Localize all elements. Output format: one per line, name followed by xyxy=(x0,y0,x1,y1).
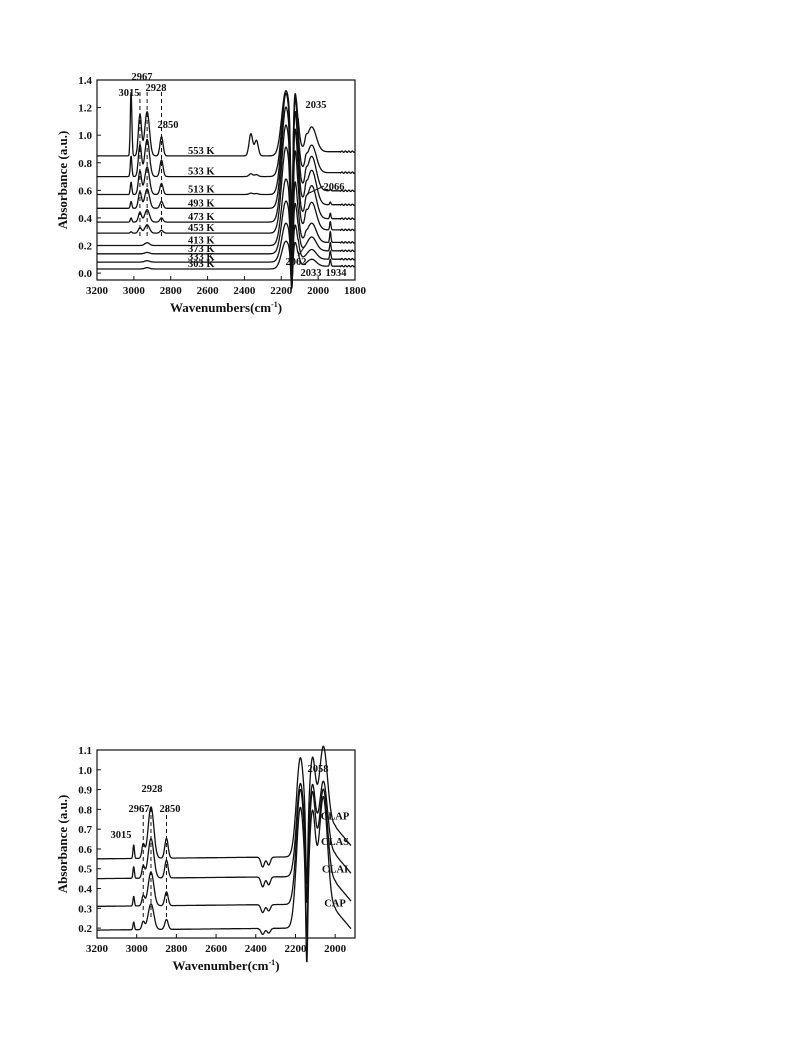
top-peak-annotation: 2062 xyxy=(286,257,307,268)
bottom-x-tick-label: 2400 xyxy=(245,943,268,955)
bottom-x-axis-unit-sup: -1 xyxy=(269,958,276,967)
top-series-line-413-k xyxy=(96,178,356,289)
top-x-tick-label: 2400 xyxy=(233,285,256,297)
top-y-tick-label: 1.4 xyxy=(78,75,92,87)
bottom-series-label: CLAS xyxy=(321,837,349,848)
top-plot-frame xyxy=(96,79,356,281)
bottom-y-tick-label: 0.8 xyxy=(78,804,92,816)
top-series-label: 493 K xyxy=(188,198,215,209)
top-y-tick-label: 1.0 xyxy=(78,130,92,142)
top-peak-annotation: 1934 xyxy=(326,268,348,279)
bottom-y-tick-label: 0.4 xyxy=(78,884,92,896)
top-x-axis-title: Wavenumbers(cm-1) xyxy=(170,300,282,315)
top-x-tick-label: 2800 xyxy=(160,285,183,297)
top-x-tick-label: 2600 xyxy=(197,285,220,297)
bottom-y-tick-label: 0.6 xyxy=(78,844,92,856)
top-x-axis-unit: (cm xyxy=(250,300,271,315)
top-series-line-533-k xyxy=(96,92,356,226)
top-series-line-333-k xyxy=(96,222,356,287)
top-peak-annotation: 2033 xyxy=(301,268,322,279)
bottom-y-axis-title: Absorbance (a.u.) xyxy=(55,795,70,894)
top-annotation-pointer xyxy=(297,245,306,257)
top-series-label: 533 K xyxy=(188,167,215,178)
top-x-axis-unit-sup: -1 xyxy=(271,300,278,309)
top-x-tick-label: 1800 xyxy=(344,285,367,297)
top-peak-annotation: 2035 xyxy=(306,100,327,111)
top-x-axis-title-main: Wavenumbers xyxy=(170,300,250,315)
top-y-tick-label: 0.2 xyxy=(78,241,92,253)
bottom-x-axis-title: Wavenumber(cm-1) xyxy=(172,958,279,973)
top-series-label: 413 K xyxy=(188,236,215,247)
top-x-tick-label: 3200 xyxy=(86,285,109,297)
bottom-y-tick-label: 0.9 xyxy=(78,785,92,797)
top-series-line-453-k xyxy=(96,146,356,286)
top-annotation-pointer xyxy=(306,185,325,195)
top-peak-annotation: 2928 xyxy=(146,83,167,94)
bottom-y-tick-label: 1.0 xyxy=(78,765,92,777)
ftir-temperature-chart: 3200 3000 2800 2600 2400 2200 2000 1800 0.0 0.2 0.… xyxy=(0,0,793,330)
top-series-label: 513 K xyxy=(188,184,215,195)
top-y-tick-label: 0.8 xyxy=(78,158,92,170)
top-y-tick-label: 0.0 xyxy=(78,268,92,280)
ftir-catalyst-chart: 3200 3000 2800 2600 2400 2200 2000 0.2 0.3 0.4 0.5… xyxy=(0,730,793,980)
bottom-series-label: CLAP xyxy=(321,811,350,822)
top-x-tick-label: 3000 xyxy=(123,285,146,297)
bottom-x-axis-unit-close: ) xyxy=(275,958,279,973)
top-series-line-373-k xyxy=(96,200,356,290)
ftir-catalyst-chart-svg: 3200 3000 2800 2600 2400 2200 2000 0.2 0.3 0.4 0.5… xyxy=(55,745,356,973)
bottom-x-axis-title-main: Wavenumber xyxy=(172,958,247,973)
bottom-x-tick-label: 3000 xyxy=(126,943,149,955)
top-series-label: 553 K xyxy=(188,146,215,157)
bottom-peak-annotation: 2850 xyxy=(160,804,181,815)
bottom-series-line-clas xyxy=(96,780,352,903)
top-series-label: 373 K xyxy=(188,244,215,255)
top-peak-annotation: 3015 xyxy=(119,88,140,99)
bottom-peak-annotation: 2967 xyxy=(129,804,150,815)
bottom-x-tick-label: 2000 xyxy=(324,943,347,955)
top-y-tick-label: 1.2 xyxy=(78,103,92,115)
top-y-tick-label: 0.6 xyxy=(78,185,92,197)
top-series-label: 303 K xyxy=(188,259,215,270)
bottom-x-tick-label: 3200 xyxy=(86,943,109,955)
top-series-line-553-k xyxy=(96,90,356,211)
bottom-series-line-cap xyxy=(96,795,352,963)
ftir-temperature-chart-svg: 3200 3000 2800 2600 2400 2200 2000 1800 0.0 0.2 0.… xyxy=(55,72,367,315)
bottom-x-axis-unit: (cm xyxy=(248,958,269,973)
bottom-y-tick-label: 0.5 xyxy=(78,864,92,876)
bottom-series-line-clap xyxy=(96,745,352,885)
bottom-series-label: CAP xyxy=(324,898,346,909)
top-peak-annotation: 2850 xyxy=(158,120,179,131)
bottom-y-tick-label: 1.1 xyxy=(78,745,92,757)
top-y-tick-label: 0.4 xyxy=(78,213,92,225)
top-series-label: 333 K xyxy=(188,252,215,263)
bottom-plot-frame xyxy=(96,749,356,939)
top-peak-annotation: 2066 xyxy=(324,182,345,193)
top-series-line-493-k xyxy=(96,106,356,264)
top-series-label: 453 K xyxy=(188,223,215,234)
top-series-line-513-k xyxy=(96,92,356,245)
bottom-y-tick-label: 0.3 xyxy=(78,903,92,915)
top-x-tick-label: 2000 xyxy=(307,285,330,297)
bottom-peak-annotation: 2058 xyxy=(308,764,329,775)
bottom-x-tick-label: 2800 xyxy=(165,943,188,955)
bottom-y-tick-label: 0.7 xyxy=(78,824,92,836)
bottom-peak-annotation: 3015 xyxy=(111,830,132,841)
bottom-y-tick-label: 0.2 xyxy=(78,923,92,935)
top-peak-annotation: 2967 xyxy=(132,72,153,83)
bottom-peak-annotation: 2928 xyxy=(142,784,163,795)
bottom-x-tick-label: 2200 xyxy=(284,943,307,955)
top-series-line-473-k xyxy=(96,124,356,276)
top-y-axis-title: Absorbance (a.u.) xyxy=(55,131,70,230)
bottom-series-label: CLAI xyxy=(322,865,348,876)
bottom-x-tick-label: 2600 xyxy=(205,943,228,955)
top-x-tick-label: 2200 xyxy=(270,285,293,297)
top-series-line-303-k xyxy=(96,240,356,284)
top-x-axis-unit-close: ) xyxy=(278,300,282,315)
top-series-label: 473 K xyxy=(188,212,215,223)
